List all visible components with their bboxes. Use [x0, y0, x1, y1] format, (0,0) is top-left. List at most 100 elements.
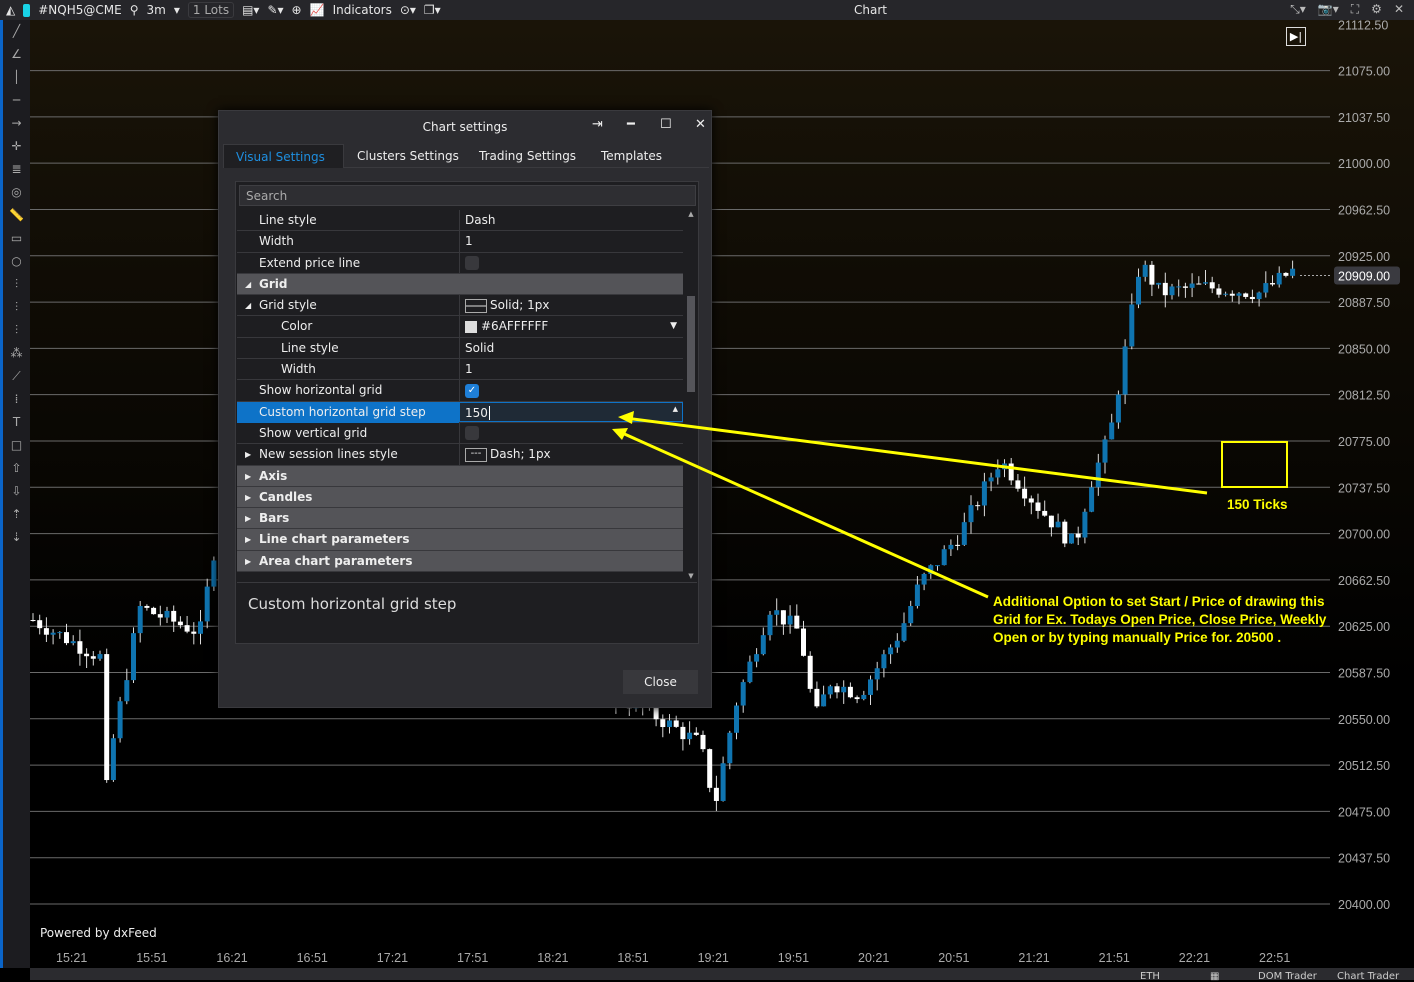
property-value[interactable]: Dash [459, 210, 683, 231]
property-row[interactable]: ▶ New session lines style --- Dash; 1px [237, 444, 683, 466]
horizontal-line-icon[interactable]: ─ [12, 93, 21, 107]
angle-tool-icon[interactable]: ∠ [11, 47, 22, 61]
color-swatch[interactable] [465, 320, 477, 333]
camera-icon[interactable]: 📷▾ [1317, 2, 1339, 16]
collapse-icon[interactable]: ◢ [245, 279, 252, 289]
category-row[interactable]: ▶ Line chart parameters [237, 529, 683, 551]
ruler-icon[interactable]: 📏 [9, 208, 24, 222]
property-value[interactable]: 1 [459, 359, 683, 380]
pin-icon[interactable]: ⇥ [592, 117, 603, 132]
fullscreen-icon[interactable]: ⛶ [1350, 2, 1360, 16]
text-icon[interactable]: T [12, 415, 21, 429]
property-value[interactable]: ✓ [459, 380, 683, 401]
profile3-icon[interactable]: ⫶ [14, 323, 18, 337]
checkbox[interactable] [465, 426, 479, 441]
expand-icon[interactable]: ▶ [245, 492, 252, 502]
expand-icon[interactable]: ▶ [245, 556, 252, 566]
scrollbar[interactable]: ▲ ▼ [685, 210, 697, 580]
maximize-icon[interactable]: ☐ [660, 117, 672, 132]
property-row[interactable]: Line style Solid [237, 337, 683, 360]
category-row[interactable]: ▶ Axis [237, 465, 683, 487]
tab-templates[interactable]: Templates [601, 149, 663, 163]
symbol-selector[interactable]: #NQH5@CME [38, 3, 122, 17]
property-value[interactable]: #6AFFFFFF ▼ [459, 316, 683, 337]
chevron-down-icon[interactable]: ▾ [173, 3, 180, 17]
close-button[interactable]: Close [623, 670, 698, 694]
expand-icon[interactable]: ▶ [245, 535, 252, 545]
fib-icon[interactable]: ≣ [11, 162, 22, 176]
category-row[interactable]: ▶ Bars [237, 508, 683, 530]
target-icon[interactable]: ◎ [11, 185, 22, 199]
category-row[interactable]: ▶ Candles [237, 486, 683, 509]
property-value[interactable] [459, 252, 683, 273]
profile-icon[interactable]: ⫶ [14, 277, 18, 291]
zoom-in-icon[interactable]: ⊕ [291, 3, 302, 17]
property-name: Extend price line [259, 255, 361, 270]
trend-icon[interactable]: ⟋ [12, 369, 21, 383]
property-value[interactable]: --- Dash; 1px [459, 444, 683, 465]
calendar-icon[interactable]: ▦ [1210, 971, 1220, 982]
scroll-to-end-icon[interactable]: ▶| [1286, 27, 1306, 46]
crosshair-icon[interactable]: ⊙▾ [399, 3, 416, 17]
window-icon[interactable]: ❐▾ [423, 3, 441, 17]
levels-icon[interactable]: ⁞ [14, 392, 19, 406]
profile2-icon[interactable]: ⫶ [14, 300, 18, 314]
price-label: 20437.50 [1338, 852, 1390, 866]
link-icon[interactable]: ⤡▾ [1290, 2, 1306, 16]
expand-icon[interactable]: ▶ [245, 514, 252, 524]
category-row[interactable]: ▶ Area chart parameters [237, 550, 683, 573]
search-input[interactable]: Search [239, 185, 696, 206]
square-icon[interactable]: □ [10, 438, 23, 452]
property-value[interactable] [459, 422, 683, 444]
collapse-icon[interactable]: ◢ [245, 301, 252, 311]
sort-up-icon[interactable]: ⇡ [11, 507, 22, 521]
minimize-icon[interactable]: ━ [627, 117, 635, 132]
checkbox[interactable]: ✓ [465, 383, 479, 398]
lots-field[interactable]: 1 Lots [187, 2, 235, 18]
checkbox[interactable] [465, 256, 479, 271]
property-row[interactable]: Width 1 [237, 359, 683, 381]
expand-icon[interactable]: ▶ [245, 471, 252, 481]
property-value[interactable]: 1 [459, 231, 683, 252]
tz-selector[interactable]: ETH [1140, 971, 1160, 982]
rectangle-icon[interactable]: ▭ [10, 231, 23, 245]
arrow-up-icon[interactable]: ⇧ [11, 461, 22, 475]
property-row[interactable]: Color #6AFFFFFF ▼ [237, 316, 683, 338]
line-tool-icon[interactable]: ╱ [12, 24, 21, 38]
category-row[interactable]: ◢ Grid [237, 273, 683, 296]
tab-visual-settings[interactable]: Visual Settings [223, 144, 344, 168]
search-icon[interactable]: ⚲ [129, 3, 139, 17]
timeframe-selector[interactable]: 3m [146, 3, 166, 17]
spinner-up-icon[interactable]: ▲ [672, 404, 678, 413]
property-value[interactable]: 150 ▲ [459, 401, 683, 422]
tab-clusters-settings[interactable]: Clusters Settings [357, 149, 459, 163]
property-value[interactable]: Solid [459, 337, 683, 359]
cluster-icon[interactable]: ⁂ [10, 346, 23, 360]
sort-down-icon[interactable]: ⇣ [11, 530, 22, 544]
pencil-icon[interactable]: ✎▾ [267, 3, 284, 17]
ray-icon[interactable]: → [11, 116, 22, 130]
arrow-down-icon[interactable]: ⇩ [11, 484, 22, 498]
property-row[interactable]: Extend price line [237, 252, 683, 274]
chevron-down-icon[interactable]: ▼ [670, 321, 677, 332]
property-row[interactable]: ◢ Grid style Solid; 1px [237, 295, 683, 317]
property-row[interactable]: Show horizontal grid ✓ [237, 380, 683, 402]
property-value[interactable]: Solid; 1px [459, 295, 683, 316]
indicators-icon[interactable]: 📈 [309, 3, 325, 17]
cross-icon[interactable]: ✛ [11, 139, 22, 153]
expand-icon[interactable]: ▶ [245, 450, 252, 460]
close-icon[interactable]: ✕ [1393, 2, 1404, 16]
property-row[interactable]: Show vertical grid [237, 422, 683, 445]
dom-trader-button[interactable]: DOM Trader [1258, 971, 1317, 982]
chart-trader-button[interactable]: Chart Trader [1337, 971, 1400, 982]
gear-icon[interactable]: ⚙ [1371, 2, 1382, 16]
property-row[interactable]: Width 1 [237, 231, 683, 253]
indicators-button[interactable]: Indicators [332, 3, 392, 17]
chart-type-icon[interactable]: ▤▾ [242, 3, 260, 17]
circle-icon[interactable]: ○ [11, 254, 22, 268]
close-icon[interactable]: ✕ [695, 117, 706, 132]
vertical-line-icon[interactable]: │ [12, 70, 21, 84]
tab-trading-settings[interactable]: Trading Settings [479, 149, 577, 163]
property-row[interactable]: Line style Dash [237, 210, 683, 232]
property-row[interactable]: Custom horizontal grid step 150 ▲ [237, 401, 683, 423]
